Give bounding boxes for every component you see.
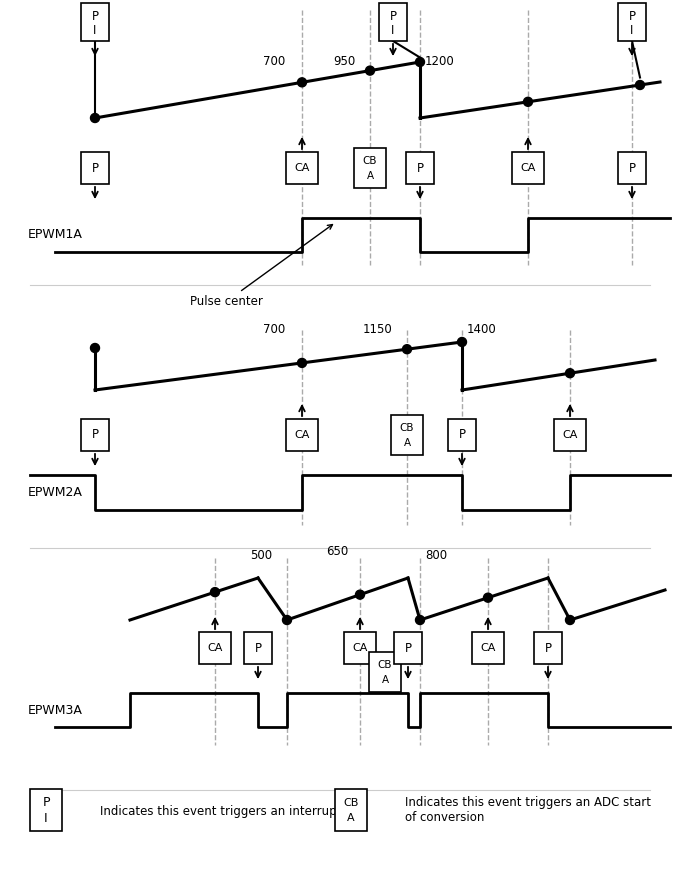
Text: CA: CA (352, 643, 368, 653)
Text: 700: 700 (263, 55, 285, 68)
Text: EPWM1A: EPWM1A (28, 228, 83, 242)
Circle shape (298, 359, 306, 368)
Circle shape (90, 344, 99, 353)
FancyBboxPatch shape (81, 3, 109, 41)
FancyBboxPatch shape (391, 415, 423, 455)
Circle shape (566, 368, 574, 378)
Text: CB: CB (400, 423, 414, 433)
Circle shape (483, 593, 493, 602)
Text: P: P (389, 10, 396, 23)
Text: CB: CB (362, 156, 377, 166)
Text: P: P (545, 641, 551, 654)
Circle shape (416, 58, 425, 66)
Text: CA: CA (207, 643, 223, 653)
FancyBboxPatch shape (244, 632, 272, 664)
Text: P: P (416, 162, 423, 174)
FancyBboxPatch shape (406, 152, 434, 184)
Text: A: A (381, 675, 389, 685)
Text: P: P (254, 641, 261, 654)
Circle shape (298, 78, 306, 87)
Text: CA: CA (294, 163, 310, 173)
Text: Pulse center: Pulse center (190, 225, 333, 308)
Text: P: P (92, 162, 99, 174)
FancyBboxPatch shape (30, 789, 62, 831)
FancyBboxPatch shape (472, 632, 504, 664)
FancyBboxPatch shape (335, 789, 367, 831)
Text: 800: 800 (425, 549, 447, 562)
Text: CB: CB (344, 798, 358, 808)
FancyBboxPatch shape (369, 652, 401, 692)
Text: 700: 700 (263, 323, 285, 336)
Circle shape (416, 615, 425, 625)
FancyBboxPatch shape (286, 419, 318, 451)
Text: I: I (392, 24, 395, 37)
Text: A: A (404, 438, 410, 448)
FancyBboxPatch shape (618, 152, 646, 184)
Circle shape (365, 66, 375, 75)
FancyBboxPatch shape (448, 419, 476, 451)
FancyBboxPatch shape (554, 419, 586, 451)
Text: CB: CB (378, 660, 392, 670)
Text: CA: CA (294, 430, 310, 440)
Text: 1150: 1150 (362, 323, 392, 336)
FancyBboxPatch shape (512, 152, 544, 184)
Text: 950: 950 (333, 55, 355, 68)
Circle shape (524, 97, 533, 106)
Text: 500: 500 (250, 549, 272, 562)
Circle shape (635, 80, 645, 89)
FancyBboxPatch shape (618, 3, 646, 41)
FancyBboxPatch shape (534, 632, 562, 664)
Text: CA: CA (481, 643, 495, 653)
FancyBboxPatch shape (379, 3, 407, 41)
FancyBboxPatch shape (81, 152, 109, 184)
FancyBboxPatch shape (394, 632, 422, 664)
Circle shape (402, 345, 412, 354)
Circle shape (356, 590, 365, 599)
Text: P: P (458, 429, 466, 442)
Text: P: P (92, 429, 99, 442)
Text: I: I (630, 24, 634, 37)
Text: P: P (628, 10, 635, 23)
Text: I: I (44, 811, 48, 824)
Circle shape (283, 615, 292, 625)
Text: 1200: 1200 (425, 55, 455, 68)
FancyBboxPatch shape (344, 632, 376, 664)
Text: I: I (93, 24, 97, 37)
FancyBboxPatch shape (81, 419, 109, 451)
Text: A: A (347, 813, 355, 823)
Text: 1400: 1400 (467, 323, 497, 336)
Text: EPWM2A: EPWM2A (28, 486, 83, 499)
Text: 650: 650 (326, 545, 348, 558)
Circle shape (566, 615, 574, 625)
Text: P: P (43, 796, 50, 809)
FancyBboxPatch shape (286, 152, 318, 184)
Circle shape (211, 588, 219, 597)
Circle shape (90, 114, 99, 122)
Text: EPWM3A: EPWM3A (28, 704, 83, 717)
Text: P: P (92, 10, 99, 23)
Text: P: P (628, 162, 635, 174)
FancyBboxPatch shape (199, 632, 231, 664)
Text: Indicates this event triggers an ADC start
of conversion: Indicates this event triggers an ADC sta… (405, 796, 651, 824)
Text: Indicates this event triggers an interrupt: Indicates this event triggers an interru… (100, 806, 342, 818)
Text: CA: CA (562, 430, 578, 440)
FancyBboxPatch shape (354, 148, 386, 188)
Text: A: A (367, 171, 373, 181)
Text: CA: CA (520, 163, 536, 173)
Circle shape (458, 338, 466, 346)
Text: P: P (404, 641, 412, 654)
